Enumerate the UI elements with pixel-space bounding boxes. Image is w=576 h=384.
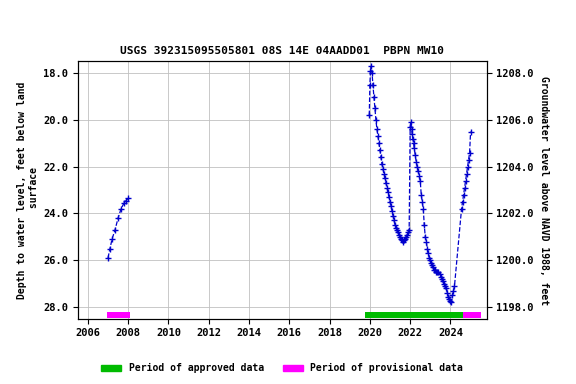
Bar [463, 312, 481, 318]
Legend: Period of approved data, Period of provisional data: Period of approved data, Period of provi… [97, 359, 467, 377]
Bar [365, 312, 463, 318]
Y-axis label: Groundwater level above NAVD 1988, feet: Groundwater level above NAVD 1988, feet [540, 76, 550, 305]
Bar [107, 312, 130, 318]
Title: USGS 392315095505801 08S 14E 04AADD01  PBPN MW10: USGS 392315095505801 08S 14E 04AADD01 PB… [120, 46, 444, 56]
Y-axis label: Depth to water level, feet below land
 surface: Depth to water level, feet below land su… [17, 81, 39, 299]
